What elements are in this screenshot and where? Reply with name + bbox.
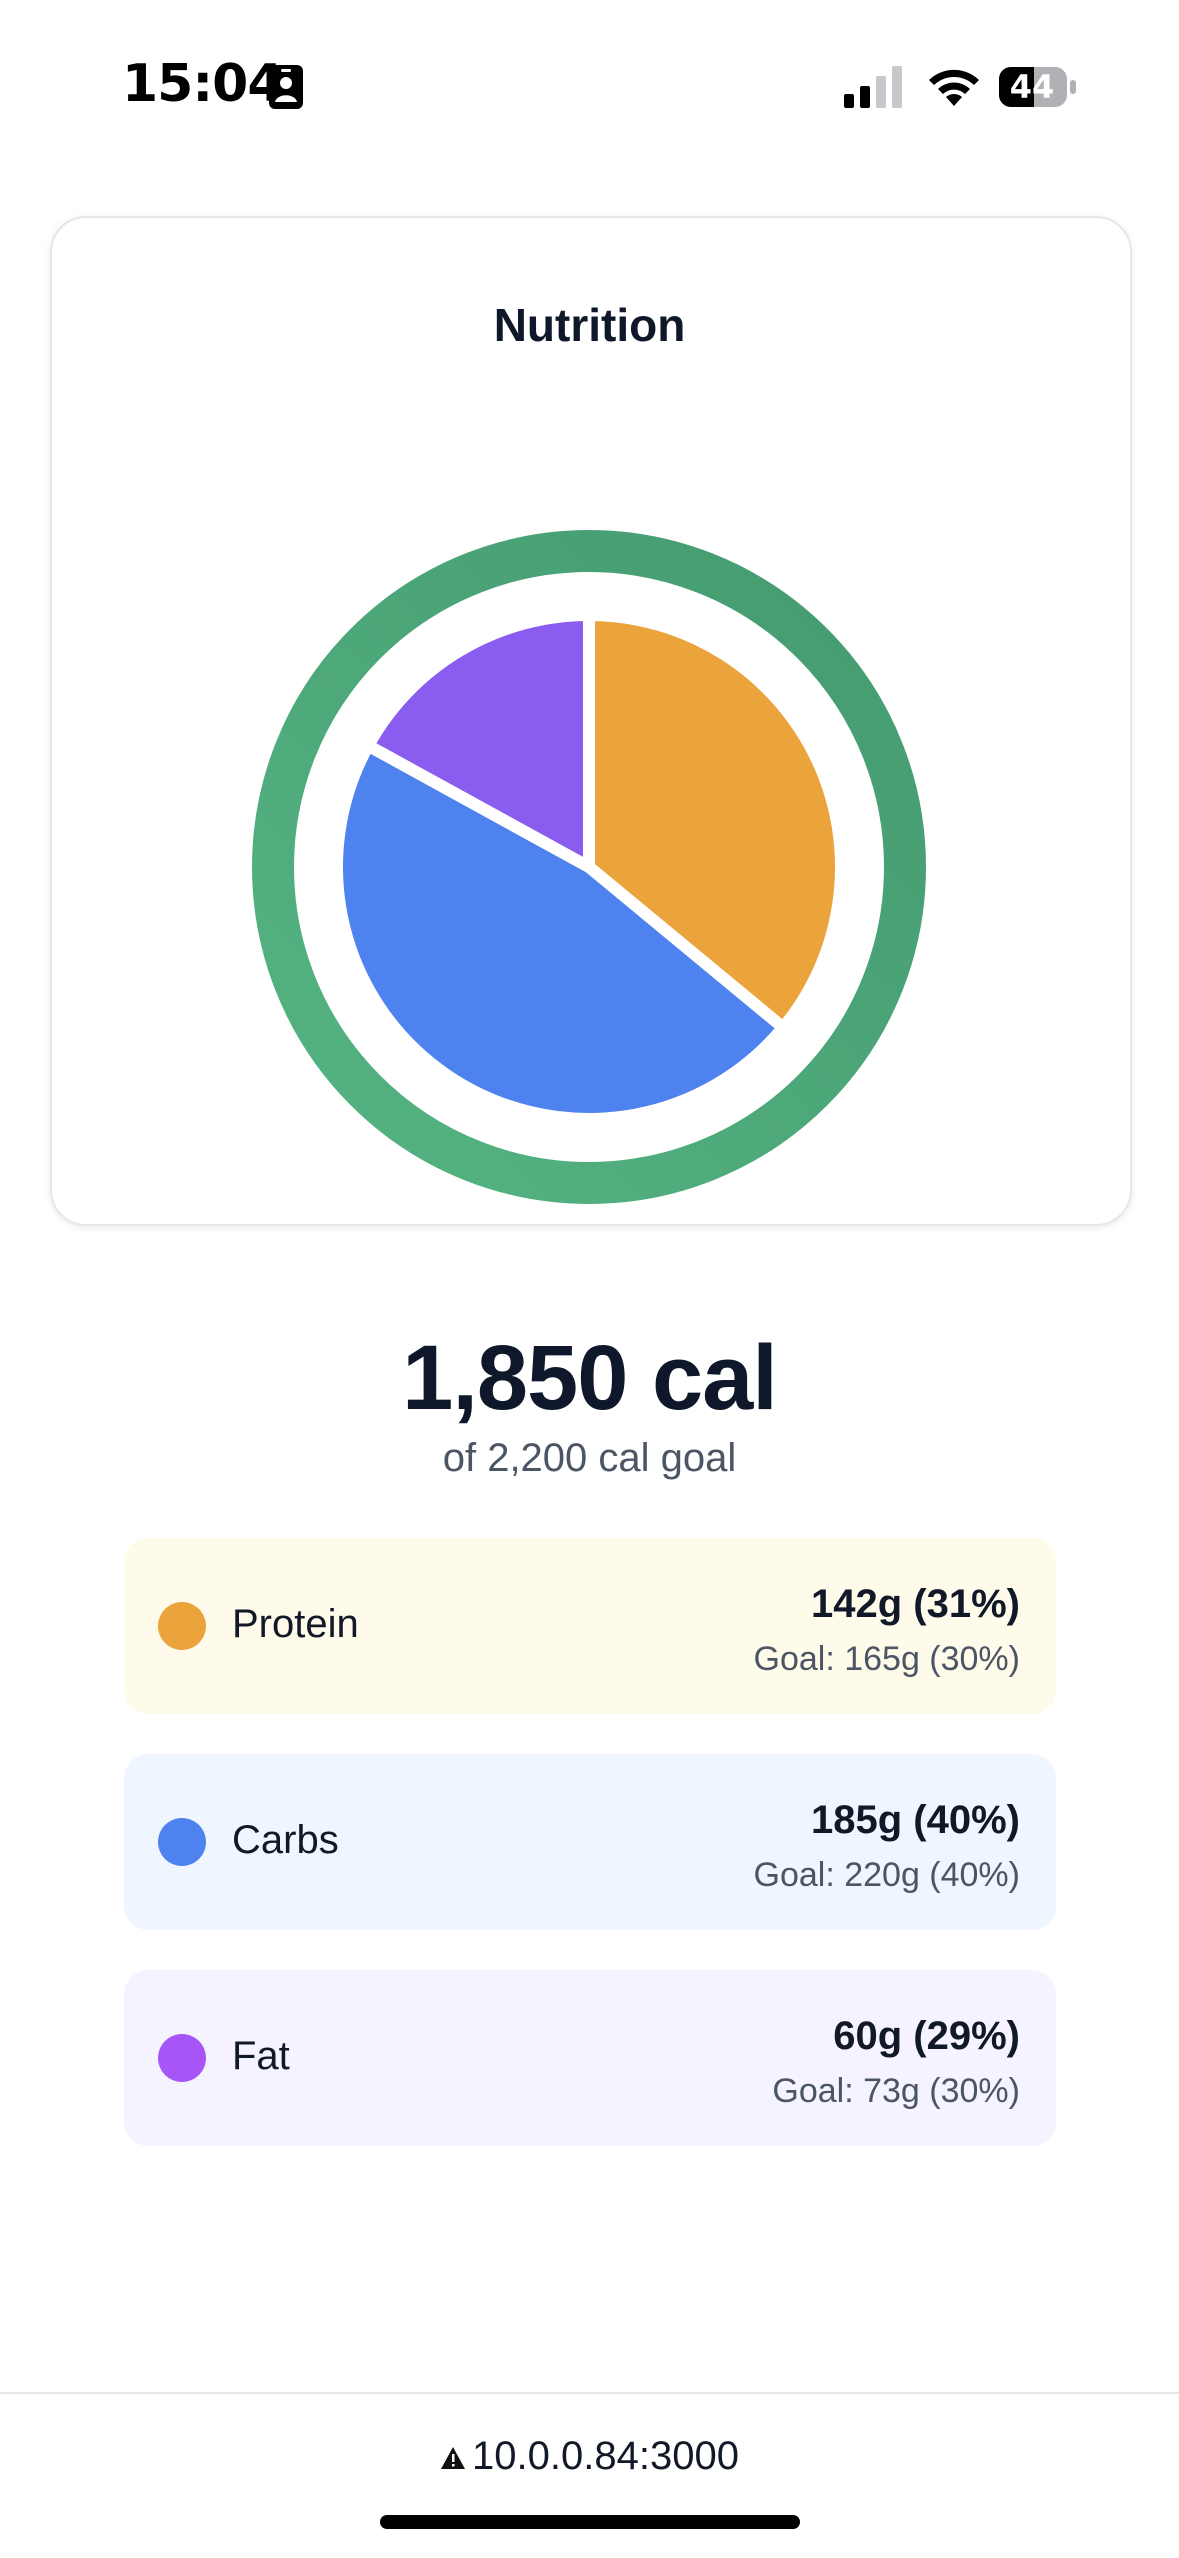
macro-value: 185g (40%) xyxy=(811,1798,1020,1842)
macro-value: 60g (29%) xyxy=(833,2014,1020,2058)
warning-triangle-icon xyxy=(441,2447,466,2470)
macro-goal: Goal: 165g (30%) xyxy=(753,1640,1021,1678)
protein-color-dot xyxy=(158,1602,206,1650)
carbs-color-dot xyxy=(158,1818,206,1866)
browser-url-bar[interactable]: 10.0.0.84:3000 xyxy=(0,2392,1179,2558)
pie-slice-carbs xyxy=(331,739,790,1125)
goal-progress-ring xyxy=(252,530,926,1204)
home-indicator[interactable] xyxy=(380,2515,800,2529)
calorie-goal: of 2,200 cal goal xyxy=(442,1436,737,1480)
wifi-icon xyxy=(929,69,979,106)
macro-row-fat[interactable]: Fat 60g (29%) Goal: 73g (30%) xyxy=(124,1970,1056,2146)
pie-slice-fat xyxy=(362,609,595,873)
pie-slice-protein xyxy=(583,609,847,1034)
card-title: Nutrition xyxy=(493,299,686,351)
macro-row-carbs[interactable]: Carbs 185g (40%) Goal: 220g (40%) xyxy=(124,1754,1056,1930)
status-bar: 15:04 44 xyxy=(0,0,1179,170)
url-display[interactable]: 10.0.0.84:3000 xyxy=(0,2434,1179,2479)
url-text: 10.0.0.84:3000 xyxy=(472,2434,739,2478)
macro-value: 142g (31%) xyxy=(811,1582,1020,1626)
battery-level: 44 xyxy=(1009,68,1055,106)
total-calories: 1,850 cal xyxy=(402,1327,778,1429)
fat-color-dot xyxy=(158,2034,206,2082)
macro-pie-chart xyxy=(252,530,926,1204)
battery-indicator: 44 xyxy=(998,66,1080,108)
cellular-signal-icon xyxy=(844,66,902,108)
battery-icon xyxy=(999,67,1076,107)
macro-row-protein[interactable]: Protein 142g (31%) Goal: 165g (30%) xyxy=(124,1538,1056,1714)
contact-card-icon xyxy=(269,65,303,109)
macro-goal: Goal: 220g (40%) xyxy=(753,1856,1021,1894)
macro-name: Protein xyxy=(232,1602,359,1646)
macro-goal: Goal: 73g (30%) xyxy=(772,2072,1020,2110)
macro-name: Carbs xyxy=(232,1818,339,1862)
macro-name: Fat xyxy=(232,2034,290,2078)
status-time: 15:04 xyxy=(122,54,284,114)
